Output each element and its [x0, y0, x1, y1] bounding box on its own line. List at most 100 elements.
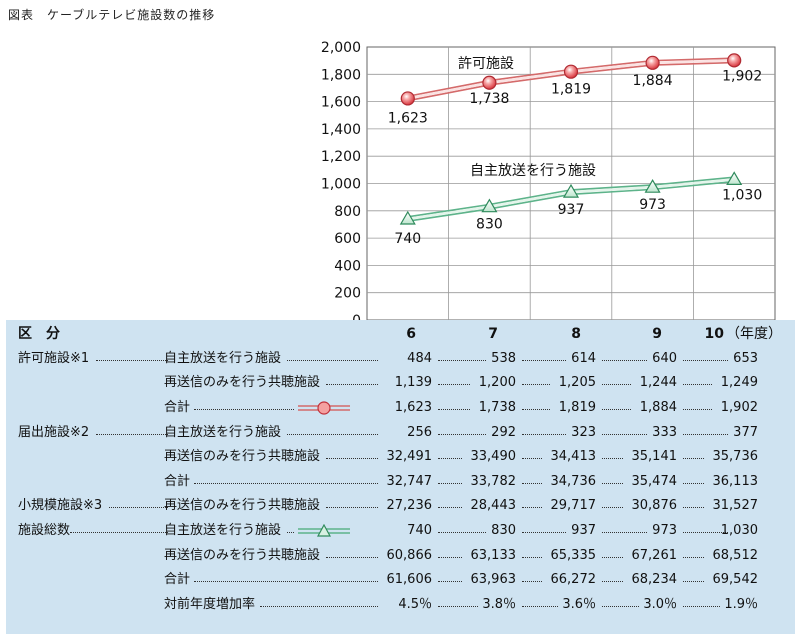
table-row: 再送信のみを行う共聴施設 1,139 1,200 1,205 1,244 1,249	[6, 373, 795, 393]
y-tick-label: 600	[334, 231, 361, 247]
table-cell: 35,474	[631, 474, 678, 489]
table-row: 許可施設※1 自主放送を行う施設 484 538 614 640 653	[6, 349, 795, 369]
data-point	[727, 53, 742, 68]
table-row: 再送信のみを行う共聴施設 60,866 63,133 65,335 67,261 68,5…	[6, 546, 795, 566]
leader-dots	[602, 507, 623, 508]
table-row: 届出施設※2 自主放送を行う施設 256 292 323 333 377	[6, 423, 795, 443]
table-cell: 35,736	[712, 449, 759, 464]
y-tick-label: 2,000	[321, 40, 361, 56]
y-tick-label: 800	[334, 204, 361, 220]
data-label: 740	[394, 231, 421, 247]
table-cell: 538	[491, 351, 516, 366]
row-category: 届出施設※2	[18, 425, 90, 440]
data-point	[400, 91, 415, 106]
y-tick-label: 1,200	[321, 149, 361, 165]
header-category: 区 分	[18, 326, 60, 342]
table-cell: 33,490	[470, 449, 517, 464]
leader-dots	[438, 360, 486, 361]
leader-dots	[286, 532, 294, 533]
table-cell: 34,413	[550, 449, 597, 464]
y-tick-label: 400	[334, 258, 361, 274]
table-row: 対前年度増加率 4.5％ 3.8％ 3.6％ 3.0％ 1.9％	[6, 595, 795, 615]
table-cell: 1,902	[720, 400, 758, 415]
leader-dots	[96, 360, 168, 361]
row-label: 自主放送を行う施設	[164, 425, 282, 440]
leader-dots	[602, 458, 623, 459]
data-label: 1,738	[469, 91, 509, 107]
row-label: 再送信のみを行う共聴施設	[164, 449, 321, 464]
y-tick-label: 1,800	[321, 67, 361, 83]
table-cell: 61,606	[386, 572, 433, 587]
table-cell: 484	[407, 351, 432, 366]
leader-dots	[522, 557, 542, 558]
table-cell: 35,141	[631, 449, 678, 464]
leader-dots	[438, 606, 478, 607]
table-cell: 68,512	[712, 548, 759, 563]
table-cell: 1,884	[639, 400, 677, 415]
series-legend-triangle-icon	[298, 524, 350, 537]
leader-dots	[522, 483, 542, 484]
data-point	[399, 210, 416, 225]
table-cell: 63,133	[470, 548, 517, 563]
leader-dots	[260, 606, 378, 607]
series-label: 許可施設	[458, 56, 514, 72]
table-cell: 1,139	[394, 375, 432, 390]
leader-dots	[326, 557, 378, 558]
data-label: 1,623	[388, 110, 428, 126]
table-cell: 1,623	[394, 400, 432, 415]
data-label: 973	[639, 197, 666, 213]
data-point	[563, 64, 579, 79]
table-cell: 937	[571, 523, 596, 538]
table-row: 小規模施設※3 再送信のみを行う共聴施設 27,236 28,443 29,717 30,…	[6, 496, 795, 516]
leader-dots	[683, 384, 712, 385]
row-label: 合計	[164, 400, 191, 415]
table-cell: 830	[491, 523, 516, 538]
table-cell: 67,261	[631, 548, 678, 563]
table-cell: 36,113	[712, 474, 759, 489]
data-point	[644, 178, 661, 193]
leader-dots	[602, 409, 631, 410]
leader-dots	[683, 409, 712, 410]
table-cell: 3.8％	[482, 597, 516, 612]
table-cell: 28,443	[470, 498, 517, 513]
table-cell: 377	[733, 425, 758, 440]
table-cell: 68,234	[631, 572, 678, 587]
y-tick-label: 1,000	[321, 177, 361, 193]
leader-dots	[70, 532, 168, 533]
row-label: 対前年度増加率	[164, 597, 256, 612]
leader-dots	[286, 360, 378, 361]
data-table: 区 分 6 7 8 9 10 （年度） 許可施設※1 自主放送を行う施設 484 53…	[6, 320, 795, 634]
table-row: 合計 61,606 63,963 66,272 68,234 69,542	[6, 570, 795, 590]
table-cell: 30,876	[631, 498, 678, 513]
table-row: 施設総数 自主放送を行う施設 740 830 937 973 1,030	[6, 521, 795, 541]
leader-dots	[438, 483, 462, 484]
header-year: 10	[704, 326, 724, 342]
leader-dots	[522, 581, 542, 582]
leader-dots	[438, 557, 462, 558]
data-point	[562, 183, 580, 198]
table-row: 合計 32,747 33,782 34,736 35,474 36,113	[6, 472, 795, 492]
leader-dots	[602, 360, 647, 361]
leader-dots	[522, 434, 566, 435]
leader-dots	[96, 434, 168, 435]
leader-dots	[438, 507, 462, 508]
table-cell: 60,866	[386, 548, 433, 563]
table-cell: 1,249	[720, 375, 758, 390]
leader-dots	[326, 458, 378, 459]
data-label: 1,884	[633, 73, 673, 89]
leader-dots	[683, 483, 704, 484]
data-point	[482, 75, 497, 90]
table-cell: 1,244	[639, 375, 677, 390]
table-cell: 740	[407, 523, 432, 538]
table-cell: 29,717	[550, 498, 597, 513]
series-label: 自主放送を行う施設	[470, 163, 596, 179]
row-label: 合計	[164, 572, 191, 587]
data-label: 830	[476, 217, 503, 233]
leader-dots	[438, 434, 486, 435]
header-year: 7	[488, 326, 498, 342]
table-cell: 1,819	[558, 400, 596, 415]
data-point	[481, 198, 498, 213]
table-cell: 27,236	[386, 498, 433, 513]
header-year: 6	[406, 326, 416, 342]
table-cell: 614	[571, 351, 596, 366]
